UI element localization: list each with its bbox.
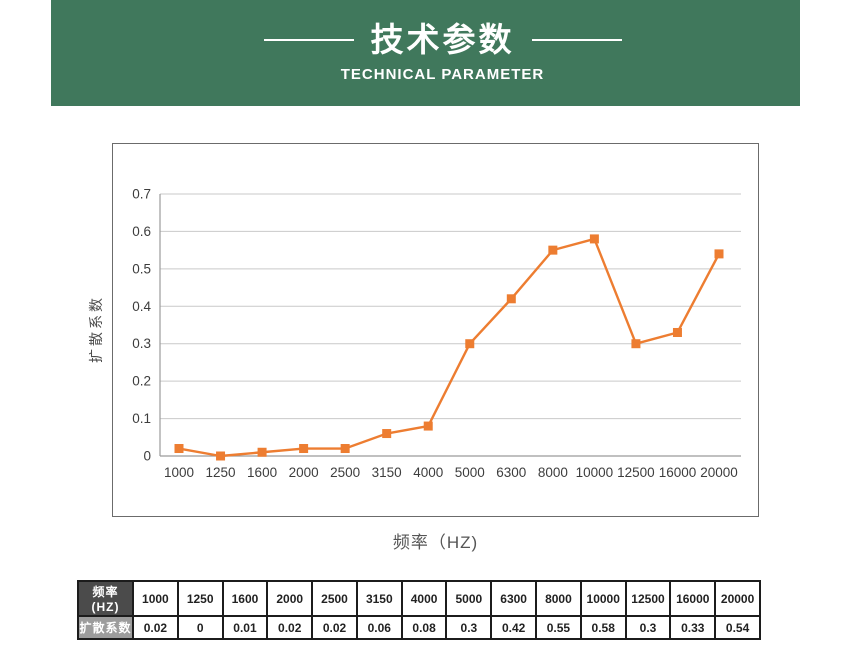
data-point-marker (465, 339, 475, 349)
x-tick-label: 6300 (496, 465, 526, 480)
x-tick-label: 12500 (617, 465, 655, 480)
y-tick-label: 0.2 (132, 374, 151, 389)
coefficient-row-header: 扩散系数 (77, 615, 134, 640)
x-tick-label: 2500 (330, 465, 360, 480)
data-point-marker (216, 451, 226, 461)
coefficient-cell: 0.58 (579, 615, 627, 640)
x-tick-label: 3150 (372, 465, 402, 480)
title-row: 技术参数 (263, 21, 622, 58)
data-point-marker (672, 327, 682, 337)
data-table-wrap: 频率(HZ) 1000 1250 1600 2000 2500 3150 4000 5000 63… (77, 580, 761, 640)
data-point-marker (423, 421, 433, 431)
data-line (178, 237, 721, 458)
frequency-cell: 20000 (714, 580, 761, 617)
y-tick-label: 0 (143, 449, 151, 464)
page-title: 技术参数 (370, 21, 515, 58)
x-tick-label: 10000 (576, 465, 614, 480)
coefficient-cell: 0.02 (311, 615, 358, 640)
frequency-cell: 2500 (311, 580, 358, 617)
header-content: 技术参数 TECHNICAL PARAMETER (263, 21, 622, 83)
frequency-cell: 1250 (176, 580, 224, 617)
header-band: 技术参数 TECHNICAL PARAMETER (51, 0, 800, 106)
frequency-cell: 6300 (490, 580, 538, 617)
data-point-marker (714, 249, 724, 259)
data-point-marker (548, 245, 558, 255)
data-point-marker (589, 234, 599, 244)
data-point-marker (299, 444, 309, 454)
table-row-coefficient: 扩散系数 0.02 0 0.01 0.02 0.02 0.06 0.08 0.3 0.42 0.55… (77, 615, 761, 640)
x-tick-label: 8000 (538, 465, 568, 480)
page-subtitle: TECHNICAL PARAMETER (340, 66, 545, 83)
frequency-cell: 1000 (132, 580, 179, 617)
x-tick-label: 4000 (413, 465, 443, 480)
x-tick-label: 1250 (206, 465, 236, 480)
frequency-cell: 16000 (669, 580, 717, 617)
data-point-marker (506, 294, 516, 304)
y-tick-label: 0.6 (132, 224, 151, 239)
coefficient-cell: 0.02 (132, 615, 179, 640)
coefficient-cell: 0.08 (400, 615, 448, 640)
data-point-marker (174, 444, 184, 454)
data-point-marker (631, 339, 641, 349)
coefficient-cell: 0.33 (669, 615, 717, 640)
x-tick-label: 1000 (164, 465, 194, 480)
x-axis-title: 频率（HZ) (392, 533, 479, 552)
frequency-cell: 10000 (579, 580, 627, 617)
line-chart-svg: 0 0.1 0.2 0.3 0.4 0.5 0.6 0.7 1000 1250 1600 2000 25… (132, 187, 741, 480)
coefficient-cell: 0.3 (445, 615, 493, 640)
y-tick-label: 0.3 (132, 336, 151, 351)
frequency-row-header: 频率(HZ) (77, 580, 134, 617)
y-axis-title: 扩散系数 (88, 295, 104, 363)
y-tick-label: 0.5 (132, 261, 151, 276)
coefficient-cell: 0.42 (490, 615, 538, 640)
table-row-frequency: 频率(HZ) 1000 1250 1600 2000 2500 3150 4000 5000 63… (77, 580, 761, 617)
frequency-cell: 5000 (445, 580, 493, 617)
coefficient-cell: 0.06 (355, 615, 403, 640)
x-tick-label: 1600 (247, 465, 277, 480)
frequency-cell: 8000 (535, 580, 582, 617)
y-tick-label: 0.1 (132, 411, 151, 426)
y-tick-label: 0.7 (132, 187, 151, 202)
title-rule-left (263, 38, 354, 41)
data-point-marker (382, 429, 392, 439)
x-tick-label: 20000 (700, 465, 738, 480)
title-rule-right (531, 38, 622, 41)
chart-frame: 0 0.1 0.2 0.3 0.4 0.5 0.6 0.7 1000 1250 1600 2000 25… (112, 143, 759, 517)
y-tick-label: 0.4 (132, 299, 151, 314)
coefficient-cell: 0.01 (221, 615, 269, 640)
coefficient-cell: 0.02 (266, 615, 314, 640)
data-point-marker (257, 447, 267, 457)
frequency-cell: 3150 (355, 580, 403, 617)
x-tick-label: 16000 (659, 465, 697, 480)
frequency-cell: 2000 (266, 580, 314, 617)
data-point-marker (340, 444, 350, 454)
frequency-cell: 1600 (221, 580, 269, 617)
coefficient-cell: 0 (176, 615, 224, 640)
coefficient-cell: 0.55 (535, 615, 582, 640)
coefficient-cell: 0.54 (714, 615, 761, 640)
x-tick-label: 2000 (289, 465, 319, 480)
x-tick-label: 5000 (455, 465, 485, 480)
frequency-cell: 12500 (624, 580, 672, 617)
frequency-cell: 4000 (400, 580, 448, 617)
coefficient-cell: 0.3 (624, 615, 672, 640)
data-table: 频率(HZ) 1000 1250 1600 2000 2500 3150 4000 5000 63… (77, 580, 761, 640)
